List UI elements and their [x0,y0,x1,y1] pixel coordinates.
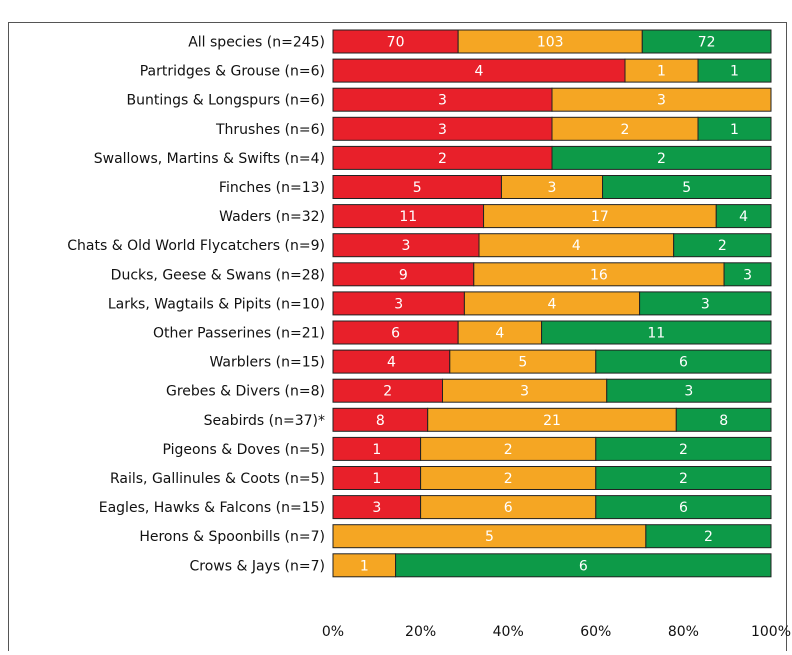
data-label: 1 [372,471,381,487]
data-label: 4 [495,326,504,342]
data-label: 6 [679,500,688,516]
y-tick-label: Finches (n=13) [219,180,325,196]
y-tick-label: Other Passerines (n=21) [153,326,325,342]
bar-segment [697,58,772,83]
data-label: 11 [647,326,665,342]
bar-segment [723,262,772,287]
data-label: 2 [679,442,688,458]
bar-segment [551,145,772,170]
data-label: 2 [504,442,513,458]
data-label: 6 [579,558,588,574]
y-tick-label: Crows & Jays (n=7) [189,558,325,574]
y-tick-label: All species (n=245) [188,35,325,51]
y-tick-label: Thrushes (n=6) [215,122,325,138]
data-label: 1 [730,64,739,80]
bar-segment [606,378,772,403]
y-tick-label: Seabirds (n=37)* [204,413,325,429]
bar-segment [541,320,772,345]
bar-segment [395,553,772,578]
frame [8,22,787,655]
data-label: 3 [701,296,710,312]
y-tick-label: Grebes & Divers (n=8) [166,384,325,400]
bar-segment [715,204,772,229]
x-tick-label: 80% [668,624,699,640]
data-label: 5 [682,180,691,196]
data-label: 3 [548,180,557,196]
data-label: 8 [376,413,385,429]
data-label: 1 [372,442,381,458]
data-label: 8 [719,413,728,429]
data-label: 3 [438,122,447,138]
data-label: 103 [537,35,564,51]
y-tick-label: Buntings & Longspurs (n=6) [127,93,325,109]
data-label: 3 [394,296,403,312]
data-label: 3 [657,93,666,109]
data-label: 21 [543,413,561,429]
bar-segment [595,466,772,490]
data-label: 1 [360,558,369,574]
data-label: 5 [413,180,422,196]
bar-segment [673,233,772,258]
data-label: 3 [438,93,447,109]
bar-segment [551,87,772,112]
y-tick-label: Swallows, Martins & Swifts (n=4) [94,151,325,167]
data-label: 1 [657,64,666,80]
x-tick-label: 40% [493,624,524,640]
data-label: 2 [704,529,713,545]
y-tick-label: Chats & Old World Flycatchers (n=9) [67,238,325,254]
data-label: 2 [438,151,447,167]
data-label: 4 [548,296,557,312]
data-label: 5 [485,529,494,545]
bar-segment [639,291,772,316]
bar-segment [595,495,772,520]
data-label: 6 [504,500,513,516]
x-tick-label: 60% [580,624,611,640]
bar-segment [595,436,772,461]
data-label: 4 [572,238,581,254]
y-tick-label: Waders (n=32) [219,209,325,225]
data-label: 2 [621,122,630,138]
data-label: 16 [590,267,608,283]
data-label: 4 [387,355,396,371]
data-label: 3 [684,384,693,400]
data-label: 11 [399,209,417,225]
data-label: 2 [504,471,513,487]
y-tick-label: Eagles, Hawks & Falcons (n=15) [99,500,325,516]
x-tick-label: 0% [322,624,344,640]
y-tick-label: Larks, Wagtails & Pipits (n=10) [108,296,325,312]
data-label: 2 [679,471,688,487]
data-label: 2 [657,151,666,167]
bar-segment [645,524,772,549]
data-label: 2 [383,384,392,400]
bar-segment [595,349,772,374]
y-tick-label: Warblers (n=15) [209,355,325,371]
data-label: 70 [387,35,405,51]
bar-segment [602,175,772,199]
x-tick-label: 20% [405,624,436,640]
data-label: 9 [399,267,408,283]
data-label: 3 [372,500,381,516]
data-label: 5 [518,355,527,371]
y-tick-label: Rails, Gallinules & Coots (n=5) [110,471,325,487]
data-label: 6 [679,355,688,371]
data-label: 3 [520,384,529,400]
x-tick-label: 100% [751,624,791,640]
data-label: 3 [743,267,752,283]
bar-segment [697,116,772,141]
bar-segment [675,407,772,432]
data-label: 2 [718,238,727,254]
data-label: 1 [730,122,739,138]
data-label: 3 [402,238,411,254]
data-label: 72 [698,35,716,51]
data-label: 17 [591,209,609,225]
data-label: 4 [475,64,484,80]
y-tick-label: Ducks, Geese & Swans (n=28) [111,267,325,283]
data-label: 6 [391,326,400,342]
bar-segment [641,29,772,54]
data-label: 4 [739,209,748,225]
y-tick-label: Partridges & Grouse (n=6) [140,64,325,80]
y-tick-label: Herons & Spoonbills (n=7) [139,529,325,545]
y-tick-label: Pigeons & Doves (n=5) [163,442,326,458]
